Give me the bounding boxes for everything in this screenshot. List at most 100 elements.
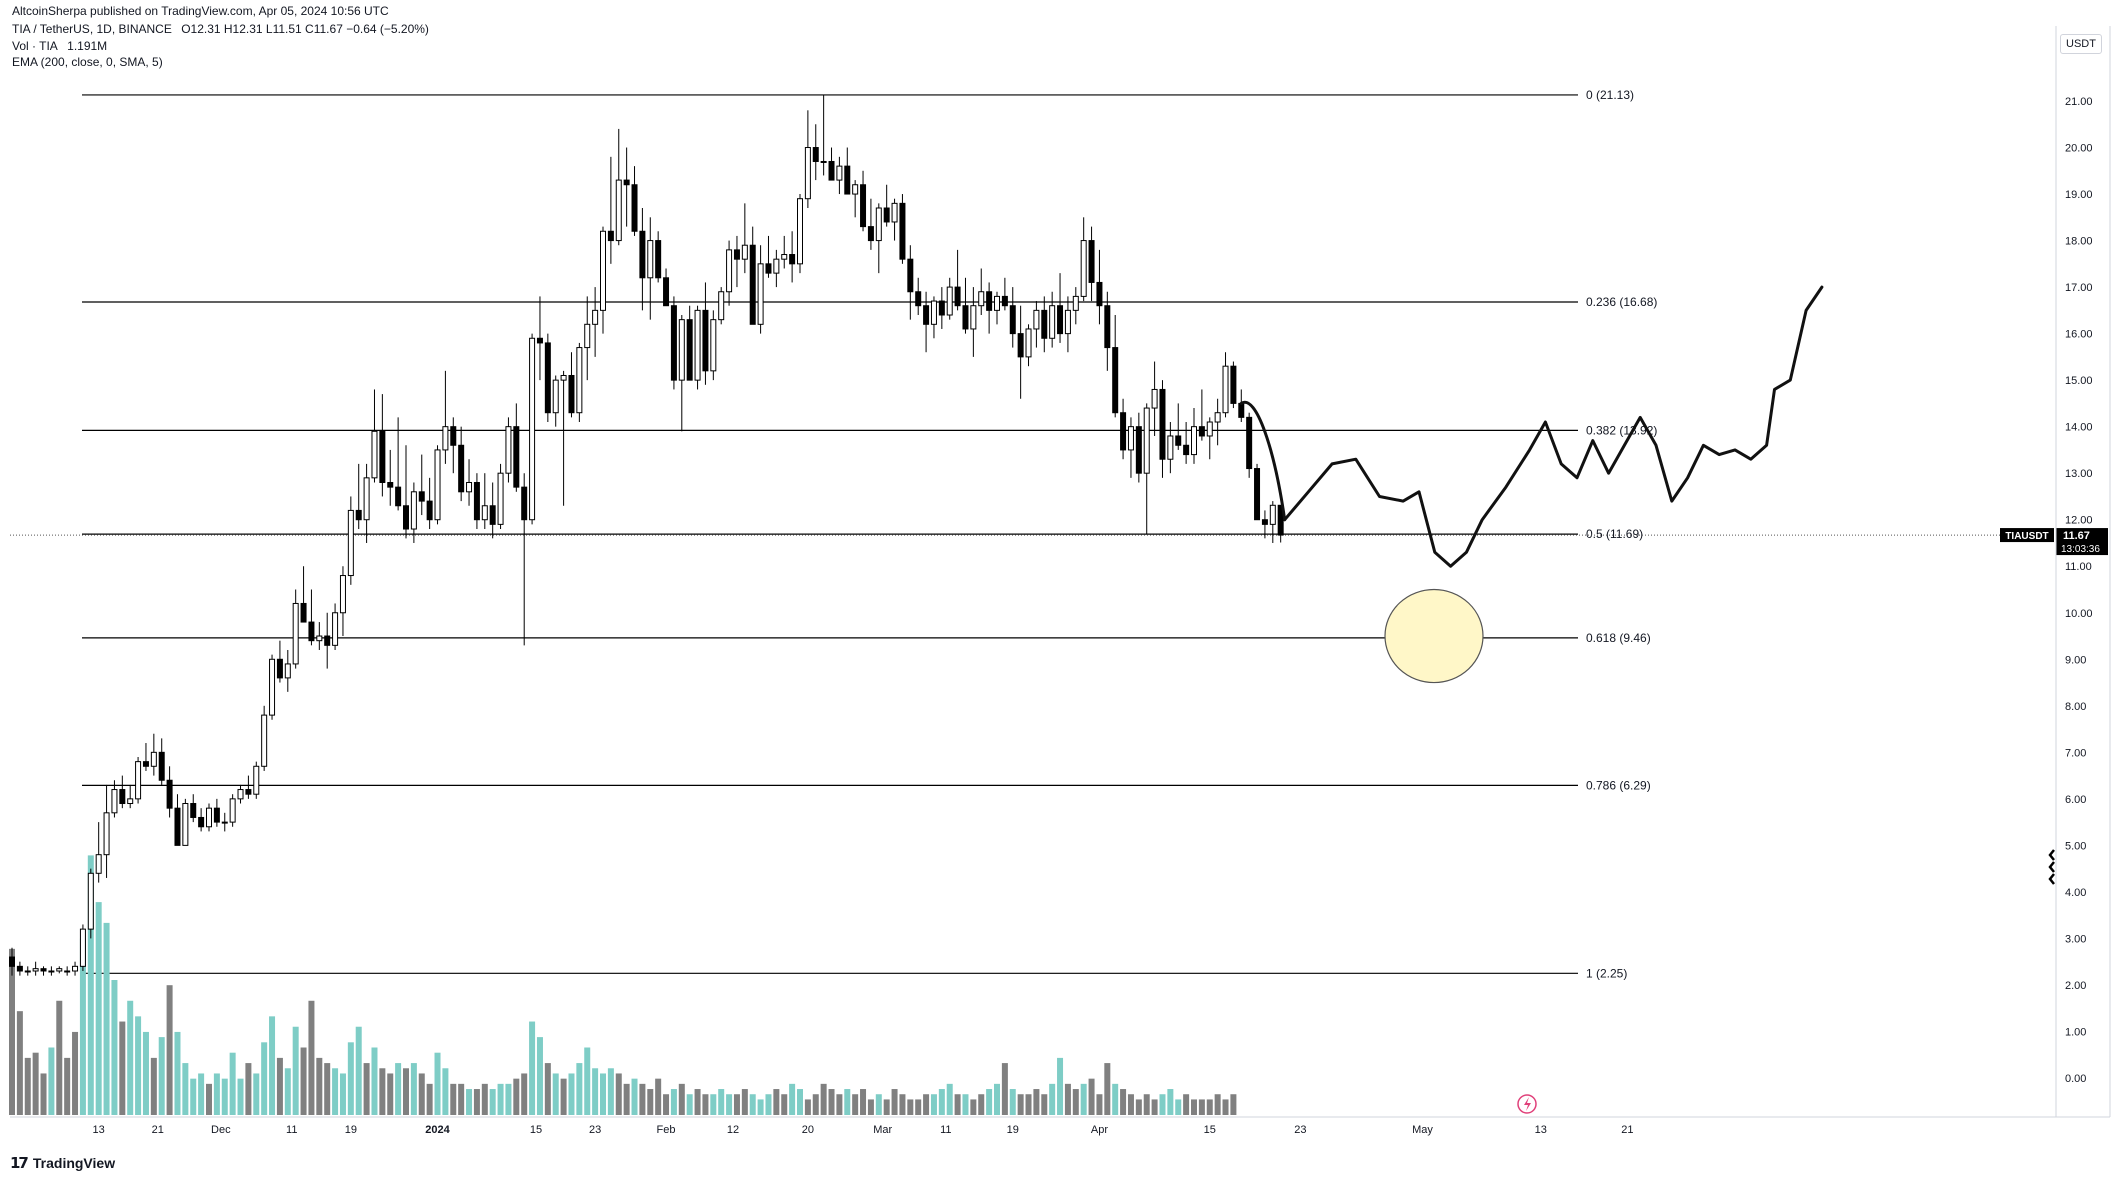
candle[interactable] [749, 226, 756, 325]
candle[interactable] [678, 315, 685, 432]
candle[interactable] [206, 803, 212, 832]
candle[interactable] [552, 375, 559, 427]
symbol-line[interactable]: TIA / TetherUS, 1D, BINANCE [12, 22, 172, 36]
candle[interactable] [182, 798, 189, 846]
candle[interactable] [371, 389, 378, 483]
candle[interactable] [1080, 217, 1087, 302]
scroll-arrows-icon[interactable] [2048, 849, 2055, 885]
candle[interactable] [938, 287, 945, 329]
candle[interactable] [560, 370, 567, 506]
candle[interactable] [978, 268, 985, 316]
candle[interactable] [1261, 510, 1268, 539]
candle[interactable] [915, 277, 922, 316]
candle[interactable] [702, 282, 709, 385]
candle[interactable] [1088, 226, 1095, 302]
candle[interactable] [221, 812, 228, 832]
candle[interactable] [639, 208, 646, 311]
candle[interactable] [631, 166, 638, 236]
candle[interactable] [434, 445, 441, 525]
currency-button[interactable]: USDT [2060, 34, 2102, 54]
candle[interactable] [1025, 324, 1032, 367]
candle[interactable] [1049, 291, 1056, 348]
candle[interactable] [1183, 422, 1190, 464]
candle[interactable] [387, 449, 394, 506]
highlight-ellipse[interactable] [1384, 588, 1484, 684]
candle[interactable] [403, 445, 409, 539]
candle[interactable] [489, 482, 496, 539]
candle[interactable] [576, 342, 583, 423]
candle[interactable] [473, 473, 480, 530]
candle[interactable] [647, 217, 654, 320]
candle[interactable] [16, 961, 23, 976]
candle[interactable] [442, 370, 449, 464]
candle[interactable] [930, 296, 937, 339]
candle[interactable] [213, 798, 220, 827]
candle[interactable] [127, 784, 134, 809]
candle[interactable] [119, 775, 126, 809]
candle[interactable] [1238, 389, 1245, 423]
candle[interactable] [166, 766, 173, 818]
candle[interactable] [95, 822, 102, 883]
candle[interactable] [190, 794, 197, 823]
candle[interactable] [229, 794, 236, 827]
candle[interactable] [962, 277, 969, 334]
candle[interactable] [237, 784, 244, 804]
candle[interactable] [1001, 277, 1008, 311]
candle[interactable] [135, 756, 142, 804]
candle[interactable] [820, 94, 827, 176]
candle[interactable] [1159, 380, 1166, 478]
candle[interactable] [253, 761, 260, 799]
candle[interactable] [1151, 361, 1158, 436]
candle[interactable] [615, 128, 622, 246]
candle[interactable] [355, 463, 362, 530]
candle[interactable] [781, 235, 788, 269]
candle[interactable] [150, 733, 157, 776]
candle[interactable] [718, 287, 725, 325]
tradingview-logo[interactable]: 𝟭𝟳 TradingView [10, 1154, 115, 1172]
candle[interactable] [773, 249, 780, 288]
candle[interactable] [710, 310, 717, 381]
candle[interactable] [1175, 403, 1182, 450]
candle[interactable] [875, 203, 882, 274]
candle[interactable] [332, 603, 339, 650]
candle[interactable] [111, 780, 118, 818]
candle[interactable] [994, 291, 1000, 325]
candle[interactable] [276, 640, 283, 683]
candle[interactable] [970, 287, 977, 357]
candle[interactable] [1057, 273, 1064, 343]
candle[interactable] [1104, 291, 1111, 371]
candle[interactable] [56, 966, 63, 974]
candle[interactable] [986, 282, 993, 334]
candle[interactable] [521, 473, 528, 646]
candle[interactable] [347, 496, 354, 585]
lightning-marker[interactable] [1517, 1094, 1537, 1114]
candle[interactable] [481, 473, 488, 530]
candle[interactable] [663, 268, 670, 307]
candle[interactable] [64, 966, 71, 976]
candle[interactable] [142, 743, 149, 771]
candle[interactable] [1135, 412, 1142, 483]
candle[interactable] [836, 156, 843, 195]
candle[interactable] [395, 417, 402, 511]
candle[interactable] [1064, 296, 1071, 353]
candle[interactable] [72, 961, 79, 976]
candle[interactable] [844, 147, 851, 195]
candle[interactable] [450, 417, 457, 474]
candle[interactable] [899, 194, 906, 264]
candle[interactable] [1120, 398, 1127, 460]
candle[interactable] [48, 966, 55, 976]
candle[interactable] [584, 296, 591, 381]
candle[interactable] [269, 654, 276, 720]
candle[interactable] [1246, 412, 1253, 478]
candle[interactable] [757, 245, 764, 334]
candle[interactable] [1127, 417, 1134, 478]
candle[interactable] [1269, 501, 1276, 543]
candle[interactable] [316, 622, 323, 650]
candle[interactable] [1009, 287, 1016, 348]
candle[interactable] [828, 147, 835, 181]
candle[interactable] [797, 194, 803, 274]
candle[interactable] [1277, 504, 1284, 543]
candle[interactable] [339, 566, 346, 637]
candle[interactable] [324, 612, 331, 669]
